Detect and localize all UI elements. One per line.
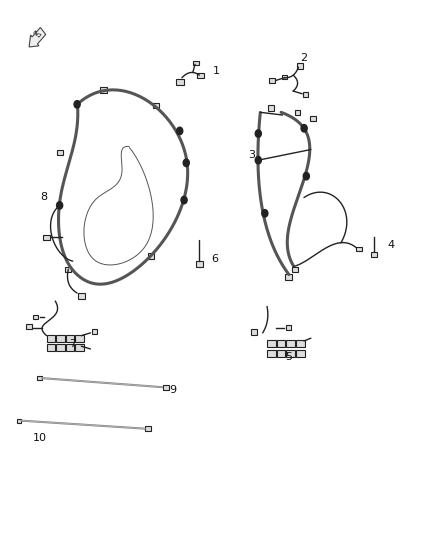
Bar — [196, 261, 203, 266]
Bar — [303, 92, 308, 97]
Circle shape — [255, 130, 261, 138]
Bar — [46, 335, 55, 342]
Circle shape — [255, 157, 261, 164]
Bar — [286, 340, 295, 347]
Bar — [75, 344, 84, 351]
Bar — [57, 150, 63, 155]
Bar — [65, 266, 71, 272]
Text: 3: 3 — [248, 150, 255, 160]
Bar — [17, 418, 21, 423]
Circle shape — [181, 196, 187, 204]
Bar — [267, 340, 276, 347]
Circle shape — [262, 209, 268, 217]
Bar — [292, 266, 298, 272]
Bar — [371, 252, 377, 257]
Text: 8: 8 — [40, 192, 47, 203]
Circle shape — [177, 127, 183, 135]
Bar — [56, 335, 65, 342]
Bar — [75, 335, 84, 342]
Bar — [145, 426, 151, 431]
Bar — [251, 329, 257, 335]
Bar — [268, 106, 275, 111]
Bar — [152, 103, 159, 108]
Bar — [43, 235, 49, 240]
Bar — [56, 344, 65, 351]
Text: 4: 4 — [388, 240, 395, 250]
Text: 5: 5 — [286, 352, 292, 362]
Bar — [33, 314, 38, 319]
Text: 10: 10 — [33, 433, 47, 443]
FancyArrow shape — [29, 28, 46, 47]
Circle shape — [57, 201, 63, 209]
Circle shape — [74, 101, 80, 108]
Bar — [286, 350, 295, 357]
Bar — [92, 329, 97, 334]
Bar — [286, 325, 291, 330]
Bar — [100, 87, 106, 93]
Bar — [297, 63, 303, 69]
Bar — [148, 253, 154, 259]
Bar — [78, 293, 85, 298]
Text: FWJ: FWJ — [31, 29, 42, 39]
Bar — [295, 110, 300, 115]
Bar — [310, 116, 316, 122]
Bar — [66, 344, 74, 351]
Bar — [277, 350, 286, 357]
Bar — [277, 340, 286, 347]
Bar — [269, 78, 276, 83]
Bar — [198, 73, 204, 78]
Bar — [46, 344, 55, 351]
Text: 9: 9 — [170, 385, 177, 395]
Bar — [296, 350, 304, 357]
Text: 7: 7 — [69, 338, 76, 349]
Bar — [163, 385, 169, 390]
Text: 2: 2 — [300, 53, 308, 63]
Circle shape — [183, 159, 189, 166]
Bar — [356, 247, 361, 252]
Bar — [286, 274, 292, 280]
Bar — [66, 335, 74, 342]
Circle shape — [303, 172, 309, 180]
Bar — [194, 61, 199, 65]
Bar — [26, 324, 32, 329]
Bar — [176, 79, 184, 85]
Text: 6: 6 — [211, 254, 218, 263]
Bar — [267, 350, 276, 357]
Bar — [283, 75, 287, 79]
Text: 1: 1 — [213, 66, 220, 76]
Circle shape — [301, 125, 307, 132]
Bar — [296, 340, 304, 347]
Bar — [37, 376, 42, 380]
